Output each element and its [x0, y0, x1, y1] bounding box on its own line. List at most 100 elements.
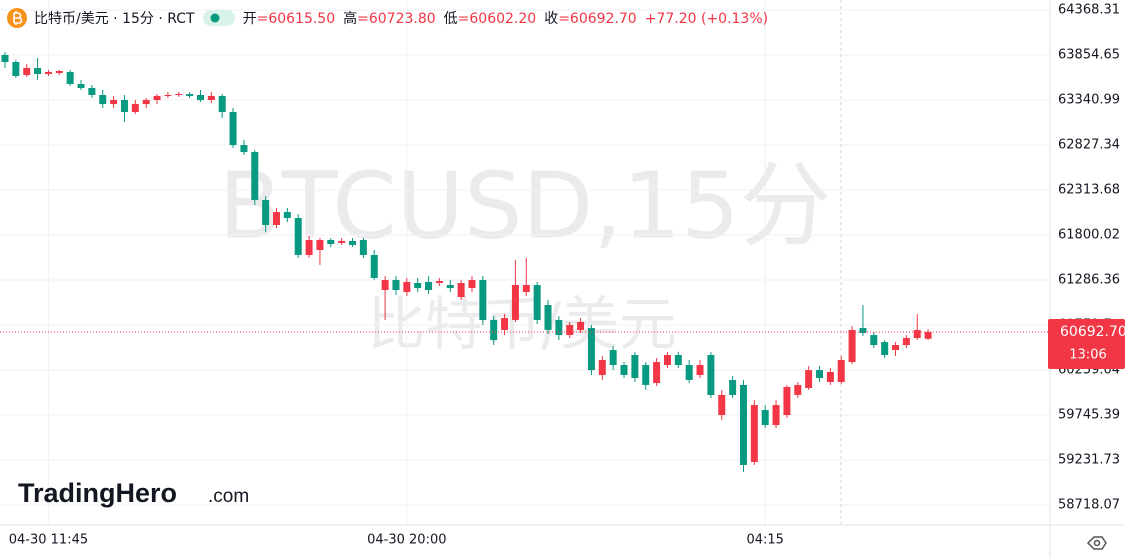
candle-body — [663, 355, 671, 366]
countdown: 13:06 — [1069, 348, 1106, 363]
x-tick-label: 04-30 20:00 — [367, 533, 446, 548]
candle-body — [338, 240, 346, 243]
candle-body — [490, 319, 498, 341]
grid — [0, 0, 1050, 525]
candle-body — [186, 94, 194, 96]
ohlc-label: 收 — [544, 11, 559, 27]
candle-body — [327, 239, 335, 245]
candle-body — [631, 355, 639, 379]
candle-body — [837, 360, 845, 382]
candle-body — [218, 95, 226, 113]
candle-body — [729, 379, 737, 395]
candle-body — [457, 283, 465, 298]
candle-body — [381, 280, 389, 291]
candle-body — [685, 365, 693, 380]
ohlc-value: =60602.20 — [457, 11, 537, 27]
x-tick-label: 04:15 — [746, 533, 783, 548]
candle-body — [403, 281, 411, 293]
candle-body — [120, 99, 128, 113]
axes: 64368.31 63854.65 63340.99 62827.34 62313.68… — [9, 3, 1125, 548]
candle-body — [414, 283, 422, 288]
candle-body — [251, 152, 259, 200]
logo: TradingHero .com — [18, 478, 249, 508]
candle-body — [620, 365, 628, 375]
header: 比特币/美元 · 15分 · RCT 开=60615.50 高=60723.80 低… — [0, 6, 776, 30]
candle-body — [750, 405, 758, 462]
candle-body — [642, 365, 650, 385]
ohlc-value: =60615.50 — [256, 11, 336, 27]
candle-body — [522, 285, 530, 293]
candle-body — [446, 285, 454, 288]
candle-body — [783, 386, 791, 416]
candle-body — [913, 329, 921, 339]
candle-body — [153, 95, 161, 100]
y-tick-label: 61800.02 — [1058, 227, 1120, 242]
candle-body — [598, 360, 606, 375]
candle-body — [805, 370, 813, 388]
candle-body — [739, 384, 747, 465]
candle-body — [44, 71, 52, 74]
y-tick-label: 58718.07 — [1058, 497, 1120, 512]
candles — [0, 51, 1050, 472]
candle-body — [12, 61, 20, 76]
y-tick-label: 62313.68 — [1058, 182, 1120, 197]
candle-body — [55, 71, 63, 74]
ohlc-label: 开 — [242, 11, 257, 27]
candle-body — [479, 280, 487, 320]
ohlc-label: 高 — [343, 11, 358, 27]
candle-body — [501, 318, 509, 330]
ohlc-value: =60692.70 — [558, 11, 637, 27]
status-toggle[interactable] — [201, 8, 237, 28]
watermark-name: 比特币/美元 — [367, 290, 677, 358]
change: +77.20 (+0.13%) — [644, 11, 769, 27]
candle-body — [305, 239, 313, 255]
candle-body — [99, 95, 107, 105]
candle-body — [566, 324, 574, 336]
candle-body — [772, 405, 780, 426]
candle-body — [349, 240, 357, 245]
candle-body — [718, 394, 726, 416]
y-tick-label: 61286.36 — [1058, 272, 1120, 287]
candle-body — [859, 328, 867, 334]
candle-body — [653, 362, 661, 384]
candle-body — [77, 83, 85, 88]
candle-body — [881, 342, 889, 356]
candle-body — [870, 335, 878, 346]
candle-body — [696, 365, 704, 375]
candle-body — [207, 95, 215, 100]
candle-body — [468, 280, 476, 288]
candle-body — [66, 71, 74, 84]
candle-body — [533, 285, 541, 320]
x-tick-label: 04-30 11:45 — [9, 533, 88, 548]
candle-body — [240, 145, 248, 153]
candle-body — [924, 332, 932, 339]
y-tick-label: 62827.34 — [1058, 137, 1120, 152]
candle-body — [34, 68, 42, 74]
candle-body — [511, 285, 519, 320]
logo-text: TradingHero — [18, 478, 177, 508]
candle-body — [262, 199, 270, 226]
settings-icon[interactable] — [1086, 536, 1107, 550]
candle-body — [283, 212, 291, 219]
candle-body — [674, 355, 682, 366]
candle-body — [229, 112, 237, 146]
candle-body — [370, 254, 378, 279]
candle-body — [577, 321, 585, 330]
candle-body — [761, 410, 769, 426]
candle-body — [1, 54, 9, 62]
price-tag-label: 60692.70 — [1060, 324, 1125, 340]
candle-body — [88, 87, 96, 96]
y-tick-label: 63340.99 — [1058, 93, 1120, 108]
candle-body — [23, 68, 31, 76]
candle-body — [902, 338, 910, 346]
candle-body — [196, 95, 204, 100]
candle-body — [587, 328, 595, 371]
candle-body — [826, 372, 834, 382]
candle-body — [435, 280, 443, 284]
candle-body — [794, 384, 802, 395]
candle-body — [131, 104, 139, 113]
candle-body — [294, 218, 302, 255]
